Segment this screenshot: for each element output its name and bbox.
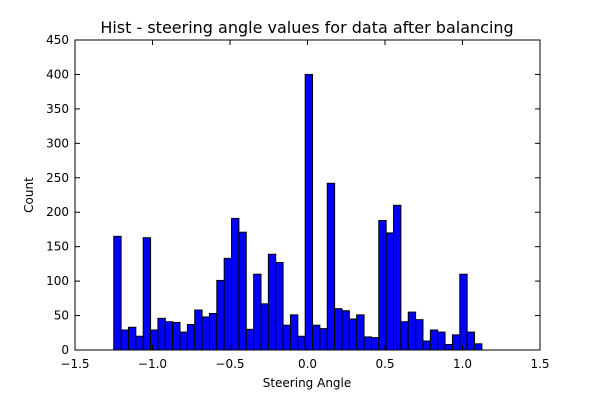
histogram-bar xyxy=(275,262,284,351)
x-tick-label: −1.0 xyxy=(138,357,167,371)
plot-frame xyxy=(74,39,541,351)
histogram-bar xyxy=(253,273,262,351)
histogram-bar xyxy=(201,316,210,351)
histogram-bar xyxy=(194,309,203,351)
histogram-bar xyxy=(393,204,402,351)
x-tick-label: 0.0 xyxy=(298,357,317,371)
y-tick-label: 100 xyxy=(46,274,69,288)
histogram-bar xyxy=(378,219,387,351)
histogram-bar xyxy=(135,335,144,351)
histogram-bar xyxy=(245,328,255,351)
y-tick-label: 0 xyxy=(61,343,69,357)
histogram-bar xyxy=(466,331,476,351)
y-tick-label: 50 xyxy=(54,309,69,323)
y-tick-label: 450 xyxy=(46,33,69,47)
y-tick-label: 200 xyxy=(46,205,69,219)
histogram-bar xyxy=(451,334,461,351)
histogram-bar xyxy=(186,324,196,351)
histogram-bar xyxy=(444,343,453,351)
histogram-bar xyxy=(370,337,380,351)
histogram-bar xyxy=(289,314,299,351)
y-tick-label: 300 xyxy=(46,136,69,150)
ticks-group: −1.5 −1.0 −0.5 0.0 0.5 1.0 1.5 0 50 100 150 200 250 3… xyxy=(46,33,549,371)
bars-group xyxy=(113,73,483,351)
chart-title: Hist - steering angle values for data af… xyxy=(100,18,513,37)
histogram-bar xyxy=(127,326,137,351)
histogram-bar xyxy=(282,324,291,351)
y-tick-label: 150 xyxy=(46,240,69,254)
y-tick-label: 250 xyxy=(46,171,69,185)
histogram-bar xyxy=(415,319,424,351)
histogram-bar xyxy=(223,257,233,351)
histogram-bar xyxy=(341,310,350,351)
y-axis-label: Count xyxy=(22,177,36,213)
histogram-bar xyxy=(385,232,395,351)
histogram-bar xyxy=(334,308,343,351)
histogram-bar xyxy=(179,331,188,351)
histogram-bar xyxy=(407,311,417,351)
histogram-bar xyxy=(348,318,358,351)
histogram-bar xyxy=(422,340,431,351)
histogram-bar xyxy=(356,314,365,351)
y-tick-label: 350 xyxy=(46,102,69,116)
histogram-bar xyxy=(474,343,483,351)
histogram-bar xyxy=(459,273,468,351)
histogram-bar xyxy=(216,279,225,351)
y-tick-label: 400 xyxy=(46,67,69,81)
histogram-bar xyxy=(231,217,240,351)
histogram-bar xyxy=(326,182,336,351)
histogram-bar xyxy=(267,253,277,351)
histogram-bar xyxy=(120,329,129,351)
histogram-bar xyxy=(164,321,174,351)
histogram-bar xyxy=(238,231,247,351)
histogram-bar xyxy=(172,321,181,351)
histogram-bar xyxy=(437,331,446,351)
x-tick-label: −1.5 xyxy=(60,357,89,371)
x-tick-label: 1.5 xyxy=(530,357,549,371)
histogram-bar xyxy=(319,328,328,351)
histogram-bar xyxy=(312,324,321,351)
x-tick-label: 0.5 xyxy=(375,357,394,371)
histogram-bar xyxy=(150,329,159,351)
x-tick-label: 1.0 xyxy=(453,357,472,371)
histogram-bar xyxy=(429,329,439,351)
x-axis-label: Steering Angle xyxy=(263,376,352,390)
histogram-bar xyxy=(363,336,372,351)
histogram-bar xyxy=(113,235,122,351)
x-tick-label: −0.5 xyxy=(215,357,244,371)
histogram-bar xyxy=(304,73,314,351)
histogram-bar xyxy=(260,303,269,351)
histogram-bar xyxy=(142,237,152,351)
histogram-bar xyxy=(208,312,218,351)
histogram-bar xyxy=(297,335,306,351)
histogram-bar xyxy=(157,317,166,351)
histogram-bar xyxy=(400,321,409,351)
